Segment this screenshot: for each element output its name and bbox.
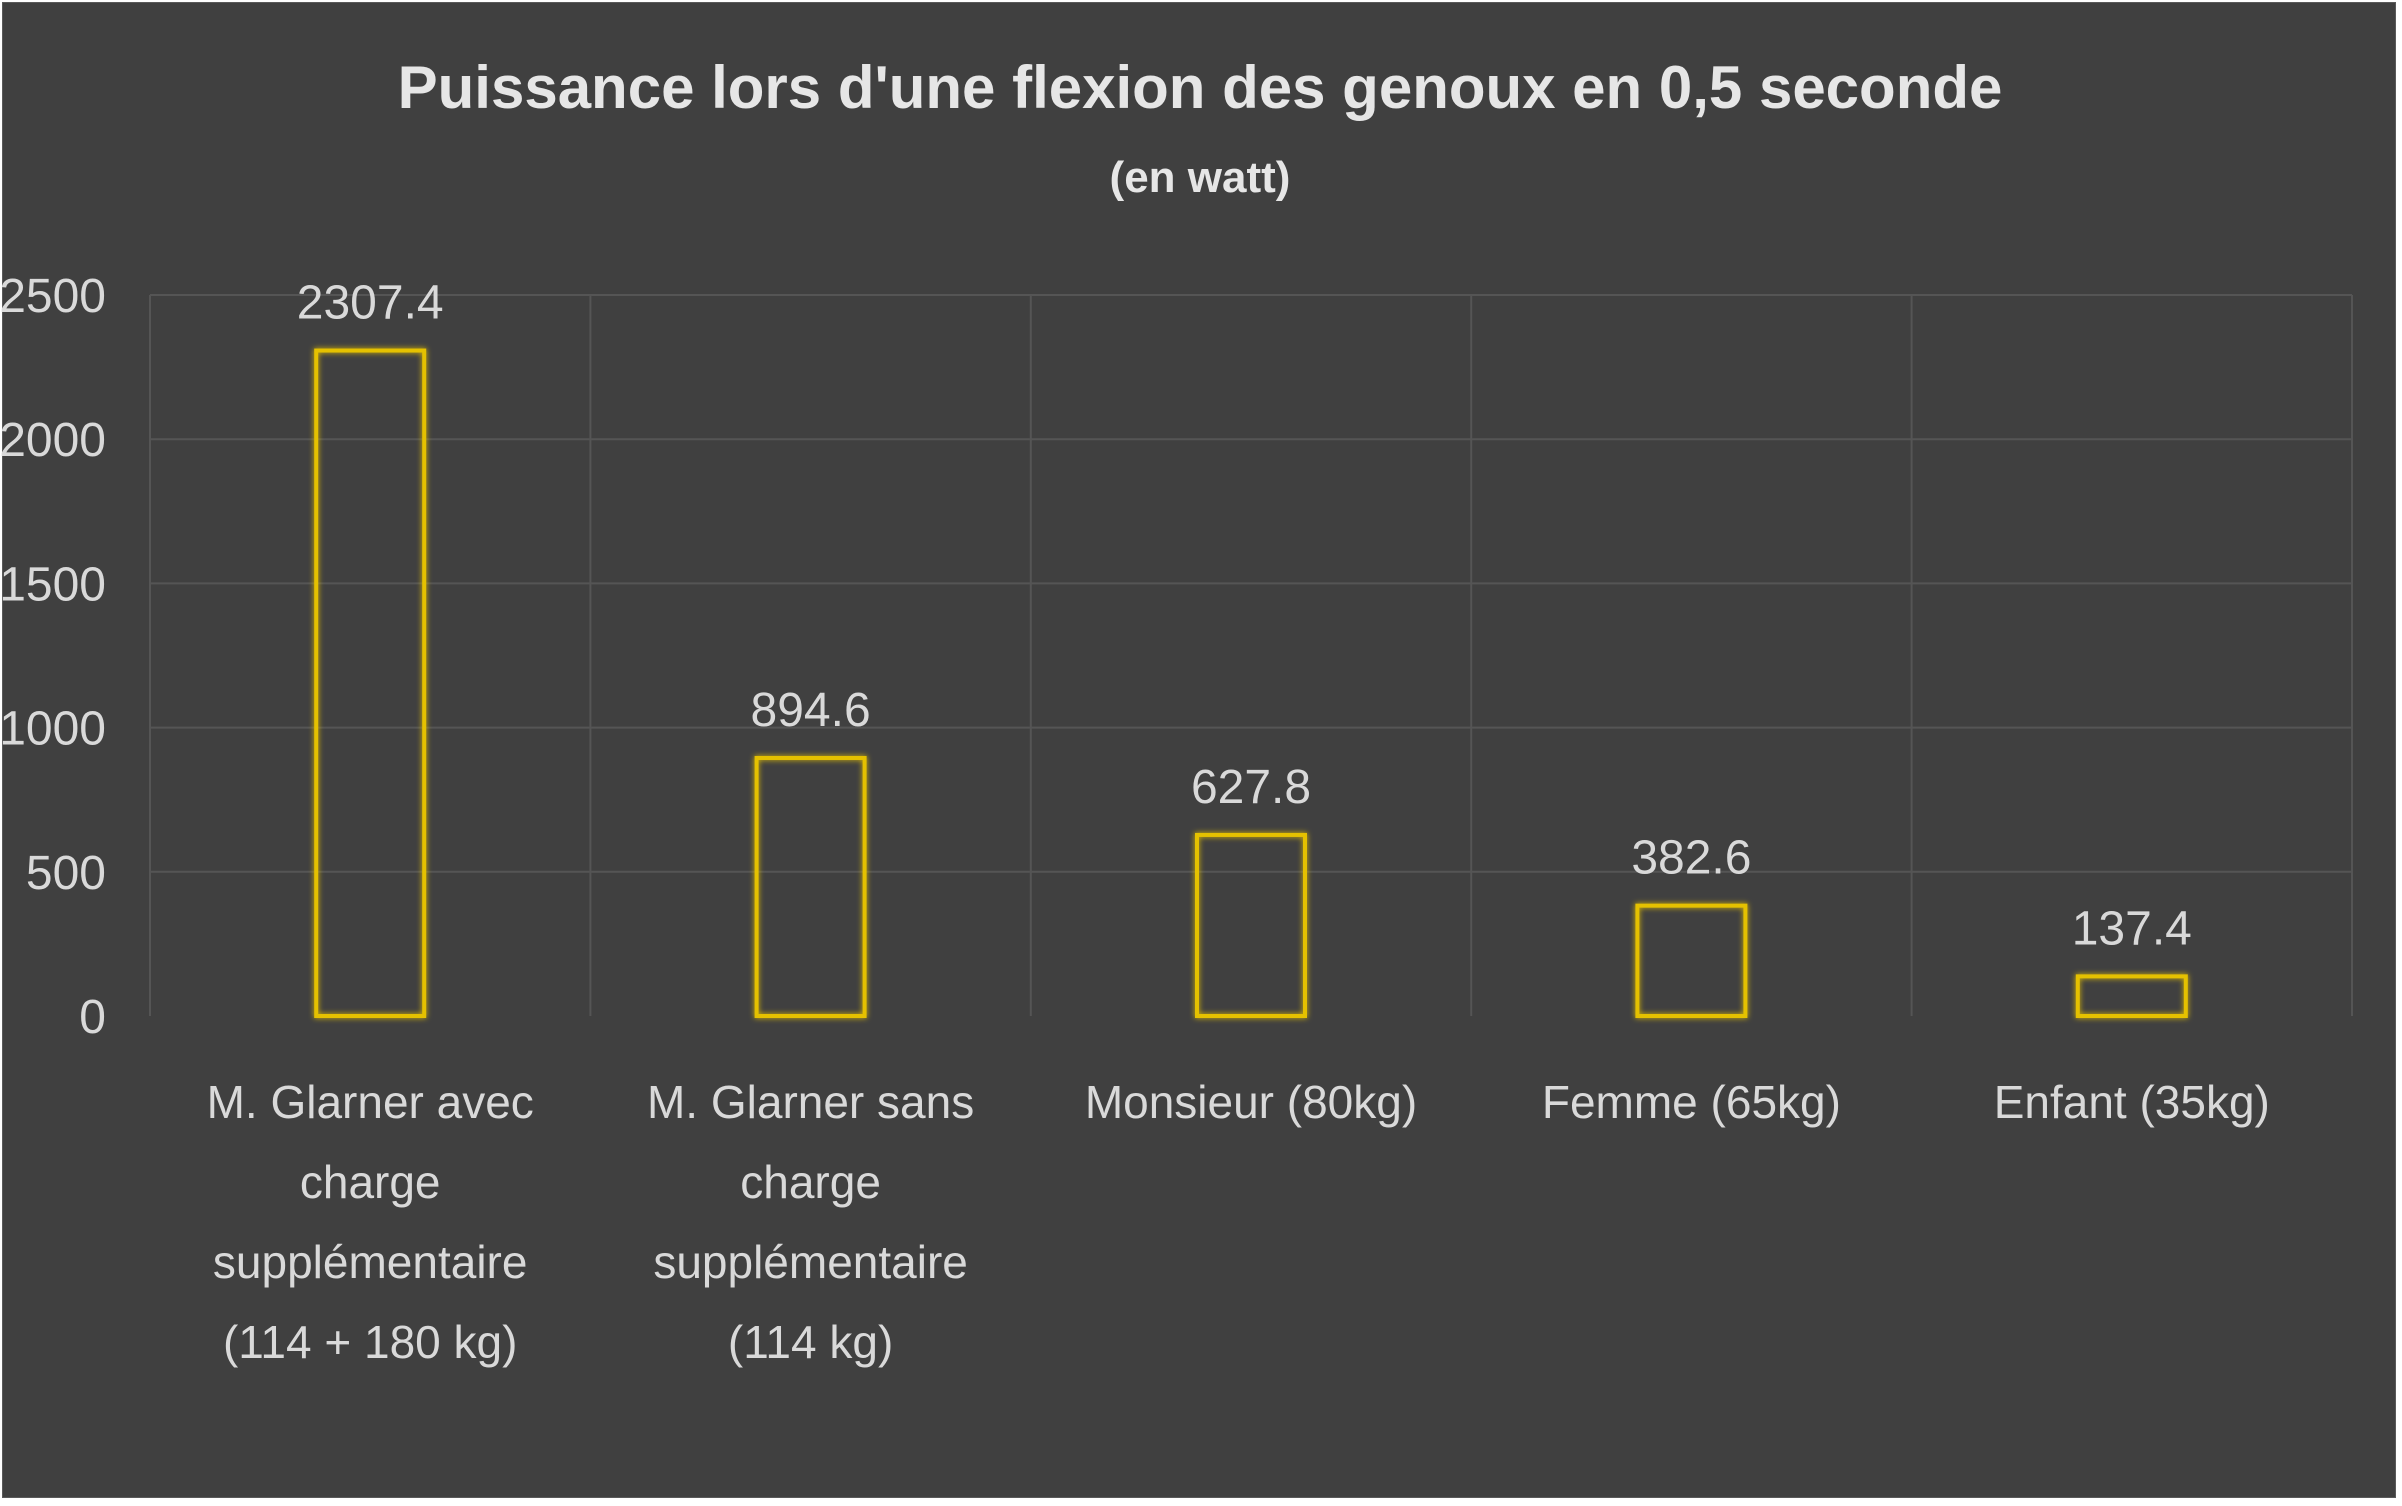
category-label-line: supplémentaire xyxy=(213,1236,528,1288)
y-tick-label: 0 xyxy=(79,991,106,1044)
y-tick-label: 2500 xyxy=(0,270,106,323)
category-label-line: M. Glarner avec xyxy=(207,1076,534,1128)
category-label-line: M. Glarner sans xyxy=(647,1076,974,1128)
chart-title: Puissance lors d'une flexion des genoux … xyxy=(398,54,2003,121)
y-tick-label: 500 xyxy=(26,847,106,900)
category-label: Enfant (35kg) xyxy=(1994,1076,2270,1128)
y-axis-ticks: 0 500 1000 1500 2000 2500 xyxy=(0,270,106,1044)
category-label-line: Monsieur (80kg) xyxy=(1085,1076,1417,1128)
category-label: M. Glarner avec charge supplémentaire (114 … xyxy=(207,1076,534,1368)
data-labels: 2307.4 894.6 627.8 382.6 137.4 xyxy=(297,277,2192,956)
data-label: 137.4 xyxy=(2072,902,2192,955)
bar xyxy=(1195,832,1307,1019)
category-label: Femme (65kg) xyxy=(1542,1076,1841,1128)
bar xyxy=(2075,974,2188,1018)
category-label-line: charge xyxy=(300,1156,441,1208)
category-label-line: supplémentaire xyxy=(653,1236,968,1288)
bars xyxy=(314,348,2188,1019)
bar xyxy=(1635,903,1748,1018)
category-labels: M. Glarner avec charge supplémentaire (114 … xyxy=(207,1076,2270,1368)
category-label-line: Femme (65kg) xyxy=(1542,1076,1841,1128)
y-tick-label: 2000 xyxy=(0,414,106,467)
chart-subtitle: (en watt) xyxy=(1110,153,1291,202)
bar xyxy=(314,348,427,1018)
data-label: 894.6 xyxy=(751,684,871,737)
y-tick-label: 1500 xyxy=(0,558,106,611)
category-label-line: Enfant (35kg) xyxy=(1994,1076,2270,1128)
gridlines xyxy=(149,294,2353,1016)
data-label: 2307.4 xyxy=(297,277,444,330)
category-label-line: charge xyxy=(740,1156,881,1208)
category-label-line: (114 kg) xyxy=(728,1316,893,1368)
bar xyxy=(754,755,867,1019)
y-tick-label: 1000 xyxy=(0,703,106,756)
category-label: Monsieur (80kg) xyxy=(1085,1076,1417,1128)
data-label: 627.8 xyxy=(1191,761,1311,814)
category-label: M. Glarner sans charge supplémentaire (114 … xyxy=(647,1076,974,1368)
data-label: 382.6 xyxy=(1631,832,1751,885)
category-label-line: (114 + 180 kg) xyxy=(223,1316,518,1368)
